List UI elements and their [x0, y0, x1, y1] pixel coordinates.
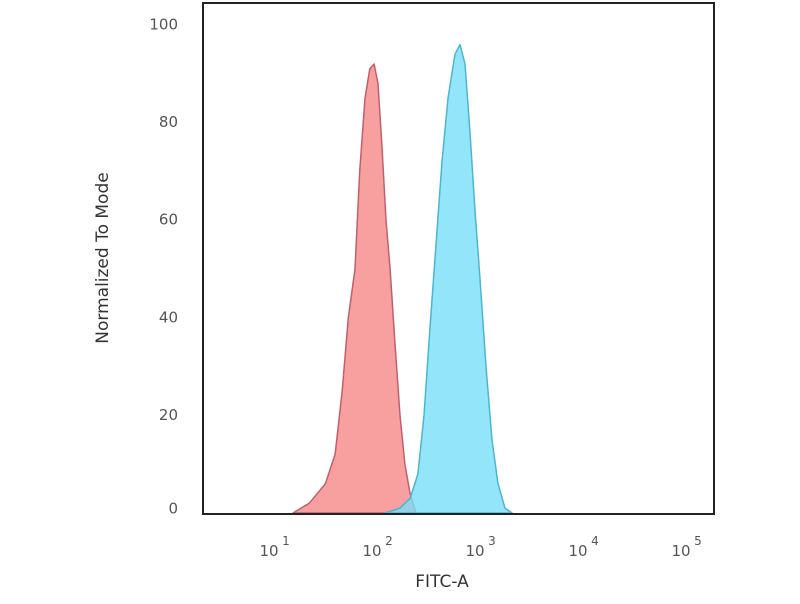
x-tick-base: 10: [671, 542, 690, 560]
x-tick-base: 10: [465, 542, 484, 560]
y-tick-label: 80: [159, 113, 178, 131]
x-tick-exponent: 5: [694, 534, 702, 548]
x-tick-exponent: 2: [385, 534, 393, 548]
x-tick-exponent: 4: [591, 534, 599, 548]
plot-frame: [202, 2, 715, 515]
x-tick-label: 10 2: [362, 534, 392, 560]
x-tick-label: 10 1: [259, 534, 289, 560]
x-tick-label: 10 3: [465, 534, 495, 560]
x-tick-base: 10: [568, 542, 587, 560]
y-axis-title: Normalized To Mode: [93, 172, 113, 343]
y-tick-label: 20: [159, 406, 178, 424]
x-tick-label: 10 5: [671, 534, 701, 560]
y-tick-labels: 0 20 40 60 80 100: [149, 16, 178, 518]
x-tick-exponent: 3: [488, 534, 496, 548]
y-tick-label: 0: [168, 500, 178, 518]
x-tick-labels: 10 1 10 2 10 3 10 4 10 5: [259, 534, 701, 560]
y-tick-label: 60: [159, 211, 178, 229]
x-axis-title: FITC-A: [415, 572, 469, 592]
x-tick-exponent: 1: [282, 534, 290, 548]
y-tick-label: 100: [149, 16, 178, 34]
x-tick-base: 10: [362, 542, 381, 560]
x-tick-base: 10: [259, 542, 278, 560]
x-tick-label: 10 4: [568, 534, 598, 560]
y-tick-label: 40: [159, 308, 178, 326]
series-layer: [292, 43, 513, 514]
histogram-series-1: [292, 63, 417, 514]
histogram-series-2: [384, 43, 513, 514]
